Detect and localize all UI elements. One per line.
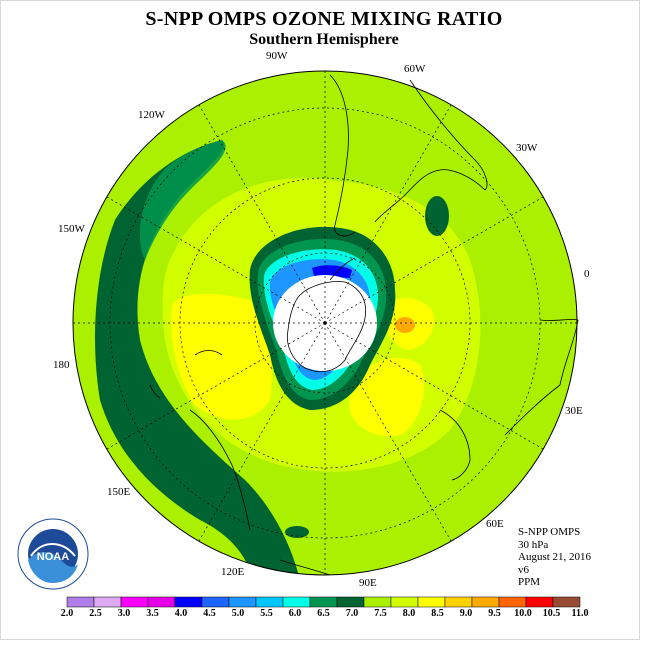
lon-label-150w: 150W: [58, 223, 85, 235]
lon-label-30e: 30E: [565, 405, 583, 417]
colorbar-swatch: [93, 596, 122, 608]
colorbar-swatch: [336, 596, 365, 608]
colorbar-label: 5.0: [231, 608, 245, 619]
colorbar-label: 4.5: [203, 608, 216, 619]
colorbar-label: 9.5: [488, 608, 501, 619]
lon-label-120w: 120W: [138, 109, 165, 121]
colorbar-swatch: [498, 596, 527, 608]
colorbar-swatch: [471, 596, 500, 608]
colorbar-swatch: [444, 596, 473, 608]
vortex-deep-blue: [312, 265, 352, 278]
pressure-level: 30 hPa: [518, 538, 549, 551]
lon-label-180: 180: [53, 359, 70, 371]
colorbar-legend: 2.0 2.5 3.0 3.5 4.0 4.5 5.0 5.5 6.0 6.5 7.0 7.5 8.0 8…: [0, 595, 648, 625]
colorbar-label: 3.0: [117, 608, 131, 619]
colorbar-swatch: [174, 596, 203, 608]
lon-label-90e: 90E: [359, 577, 377, 589]
colorbar-swatch: [390, 596, 419, 608]
colorbar-label: 8.5: [431, 608, 444, 619]
colorbar-label: 6.5: [317, 608, 330, 619]
colorbar-swatch: [228, 596, 257, 608]
colorbar-label: 7.5: [374, 608, 387, 619]
green-band-edge: [140, 140, 226, 260]
colorbar-swatch: [147, 596, 176, 608]
map-boundary: [72, 70, 578, 576]
lon-label-0: 0: [584, 268, 590, 280]
lon-label-30w: 30W: [516, 142, 538, 154]
colorbar-label: 2.5: [89, 608, 102, 619]
colorbar-swatch: [201, 596, 230, 608]
graticule: [73, 71, 577, 575]
high-ozone-region-west: [171, 293, 272, 420]
colorbar-swatch: [255, 596, 284, 608]
colorbar-label: 2.0: [60, 608, 74, 619]
colorbar-swatch: [120, 596, 149, 608]
map-title: S-NPP OMPS OZONE MIXING RATIO: [145, 8, 503, 30]
map-subtitle: Southern Hemisphere: [249, 31, 399, 48]
colorbar-label: 3.5: [146, 608, 159, 619]
colorbar-label: 11.0: [571, 608, 589, 619]
noaa-logo: NOAA: [17, 518, 89, 590]
colorbar-label: 8.0: [402, 608, 416, 619]
version-label: v6: [518, 563, 529, 576]
coastlines: [149, 74, 579, 576]
colorbar-label: 10.0: [514, 608, 532, 619]
date-label: August 21, 2016: [518, 551, 592, 563]
max-ozone-spot: [395, 317, 415, 333]
colorbar-swatch: [309, 596, 338, 608]
colorbar-label: 10.5: [542, 608, 561, 619]
colorbar-swatch: [66, 596, 95, 608]
noaa-logo-text: NOAA: [37, 551, 69, 563]
lon-label-120e: 120E: [221, 566, 245, 578]
instrument-label: S-NPP OMPS: [518, 526, 581, 538]
small-green-patch: [425, 196, 449, 236]
colorbar-label: 4.0: [174, 608, 188, 619]
lon-label-60e: 60E: [486, 518, 504, 530]
colorbar-swatch: [417, 596, 446, 608]
units-label: PPM: [518, 576, 541, 588]
south-pole-marker: [323, 321, 327, 325]
high-ozone-region-east: [349, 357, 424, 437]
colorbar-label: 9.0: [459, 608, 473, 619]
figure-frame: [0, 0, 640, 640]
colorbar-swatch: [552, 596, 581, 608]
colorbar-label: 7.0: [345, 608, 359, 619]
colorbar-swatch: [282, 596, 311, 608]
lon-label-150e: 150E: [107, 486, 131, 498]
info-block: S-NPP OMPS 30 hPa August 21, 2016 v6 PPM: [518, 526, 591, 589]
colorbar: [66, 596, 581, 608]
colorbar-label: 6.0: [288, 608, 302, 619]
lon-label-90w: 90W: [266, 50, 288, 62]
colorbar-label: 5.5: [260, 608, 273, 619]
colorbar-swatch: [525, 596, 554, 608]
colorbar-swatch: [363, 596, 392, 608]
lon-label-60w: 60W: [404, 63, 426, 75]
